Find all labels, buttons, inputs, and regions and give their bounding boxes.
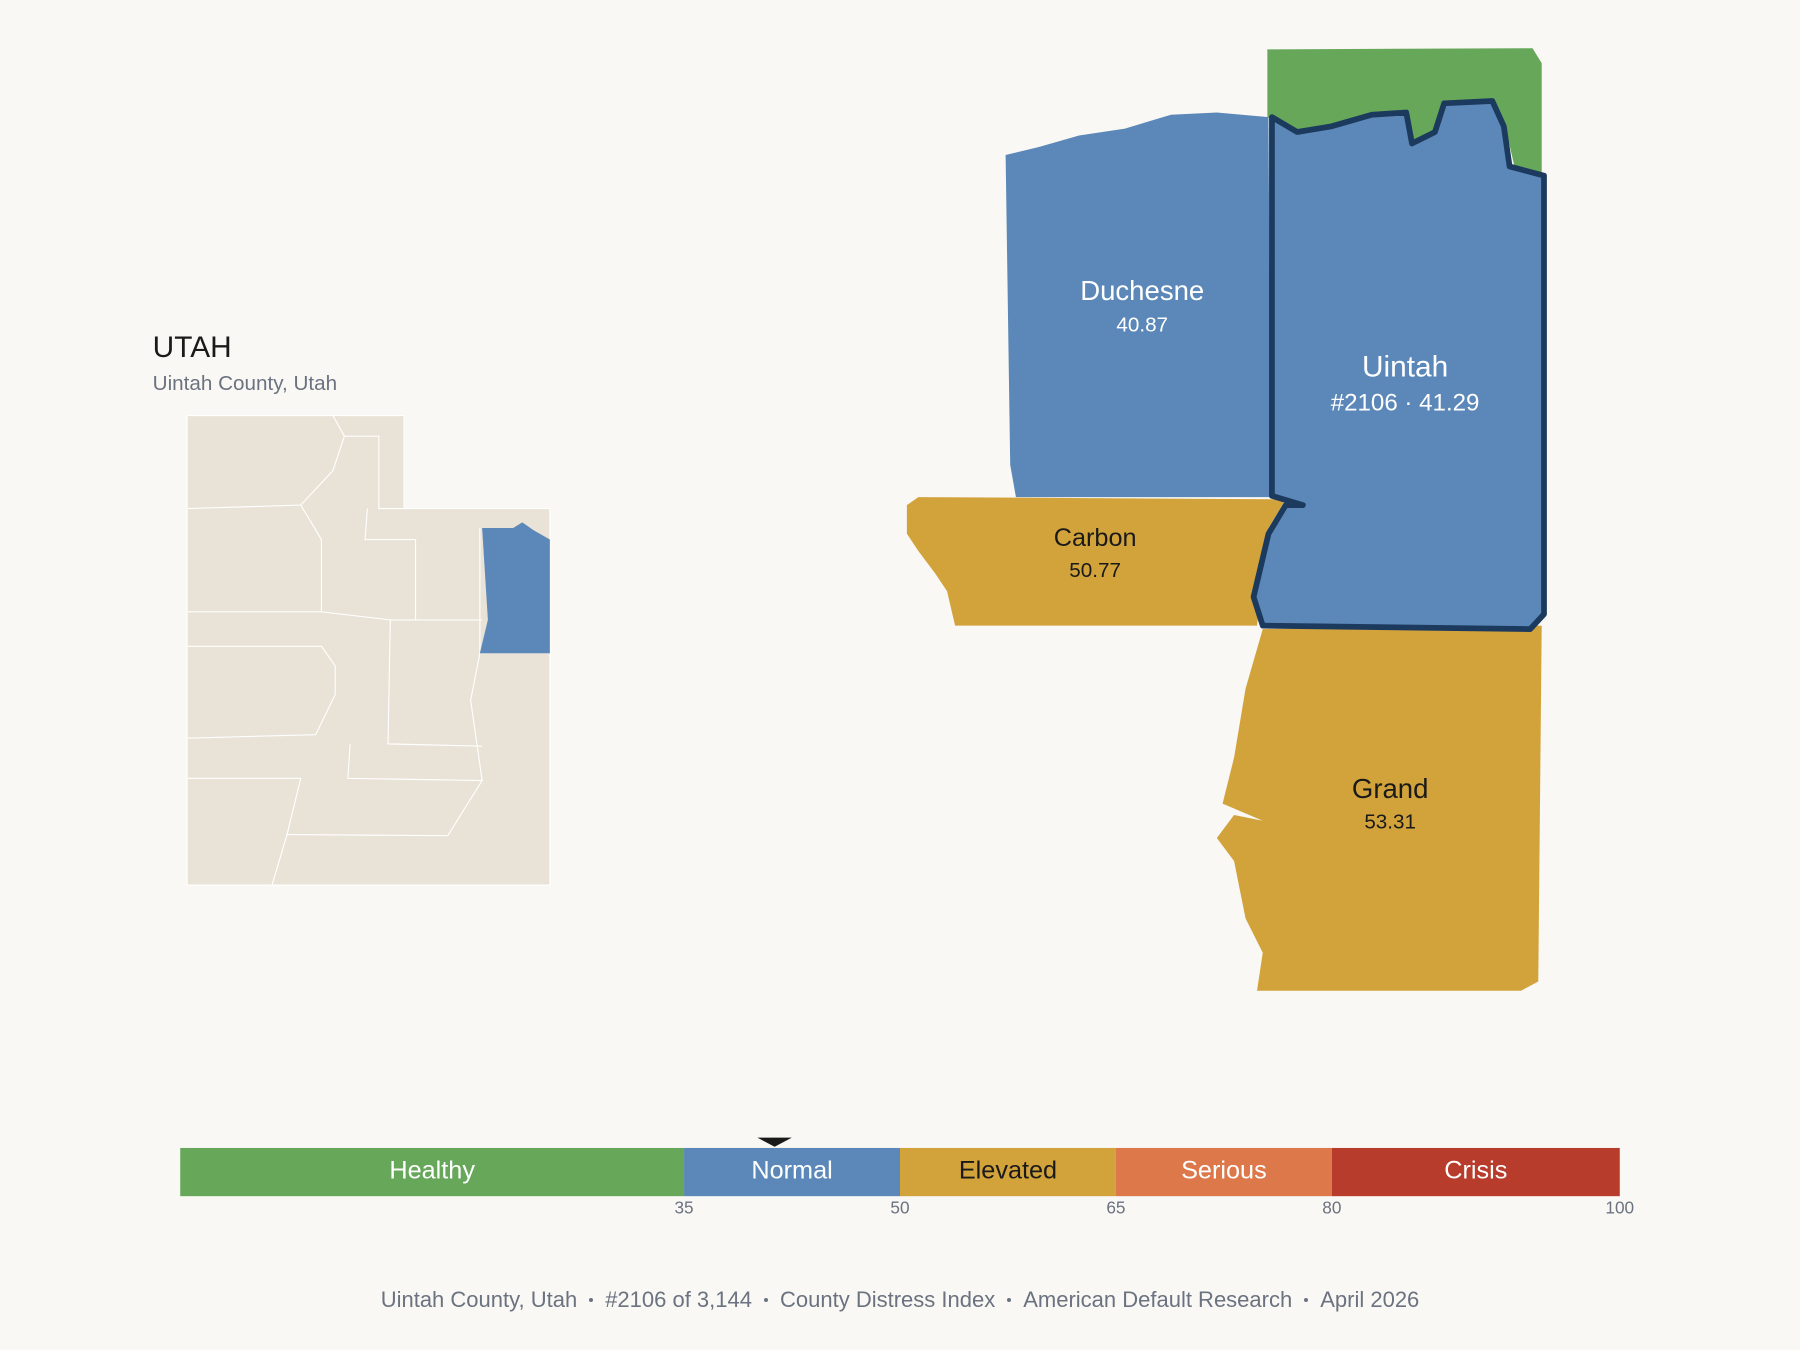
footer-item: American Default Research bbox=[1023, 1287, 1293, 1312]
county-name: Carbon bbox=[1054, 524, 1137, 552]
scale-tick-label: 65 bbox=[1106, 1197, 1125, 1217]
scale-band bbox=[900, 1147, 1116, 1197]
separator bbox=[1007, 1298, 1012, 1302]
scale-tick-label: 50 bbox=[890, 1197, 909, 1217]
separator bbox=[589, 1298, 594, 1302]
scale-marker bbox=[757, 1137, 792, 1147]
scale-tick-label: 100 bbox=[1605, 1197, 1634, 1217]
county-name: Grand bbox=[1352, 773, 1429, 804]
scale-band bbox=[1115, 1147, 1332, 1197]
inset-highlight bbox=[479, 522, 550, 654]
scale-tick-label: 35 bbox=[674, 1197, 693, 1217]
county-name: Uintah bbox=[1362, 350, 1448, 383]
separator bbox=[1304, 1298, 1309, 1302]
separator bbox=[764, 1298, 768, 1302]
county-shape bbox=[1250, 98, 1547, 632]
scale-band-label: Crisis bbox=[1444, 1157, 1507, 1185]
footer-item: County Distress Index bbox=[780, 1287, 996, 1312]
scale-band-label: Healthy bbox=[389, 1157, 475, 1185]
scale-tick-label: 80 bbox=[1322, 1197, 1341, 1217]
footer-item: Uintah County, Utah bbox=[380, 1287, 578, 1312]
scale-band bbox=[1331, 1147, 1620, 1197]
scale-band-label: Elevated bbox=[959, 1157, 1057, 1185]
distress-scale: Healthy Normal Elevated Serious Crisis 35 50 65… bbox=[180, 1137, 1634, 1217]
state-shape bbox=[186, 414, 551, 886]
scale-band-label: Normal bbox=[751, 1157, 832, 1185]
county-name: Duchesne bbox=[1080, 275, 1204, 306]
county-detail: 40.87 bbox=[1116, 313, 1168, 336]
scale-band-label: Serious bbox=[1181, 1157, 1267, 1185]
footer-item: April 2026 bbox=[1320, 1287, 1420, 1312]
footer-item: #2106 of 3,144 bbox=[605, 1287, 752, 1312]
footer: Uintah County, Utah #2106 of 3,144 County … bbox=[0, 1285, 1800, 1315]
county-detail: 50.77 bbox=[1069, 559, 1121, 582]
county-detail: 53.31 bbox=[1364, 811, 1416, 834]
state-title: UTAH bbox=[153, 331, 232, 364]
state-subtitle: Uintah County, Utah bbox=[153, 372, 337, 395]
scale-band bbox=[180, 1147, 685, 1197]
county-shape bbox=[1005, 112, 1271, 498]
inset-borders bbox=[187, 415, 484, 886]
state-inset bbox=[186, 414, 551, 886]
county-shape bbox=[1216, 625, 1542, 991]
county-shape bbox=[906, 497, 1286, 626]
scale-band bbox=[684, 1147, 900, 1197]
county-detail: #2106 · 41.29 bbox=[1331, 389, 1480, 416]
